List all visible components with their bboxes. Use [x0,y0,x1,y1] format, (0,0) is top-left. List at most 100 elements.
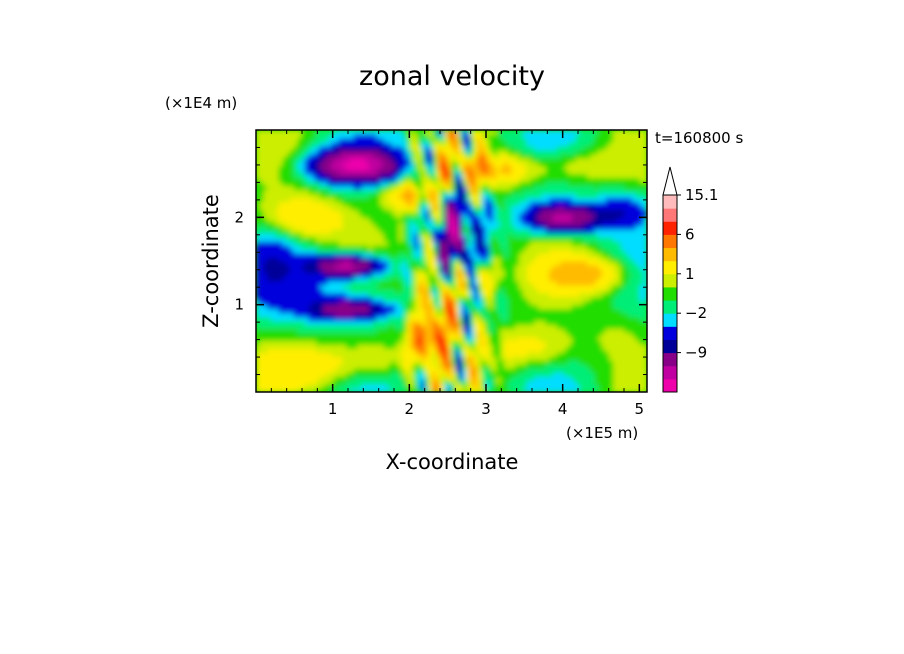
field-cell [436,380,441,385]
field-cell [308,257,313,262]
field-cell [455,316,460,322]
field-cell [398,153,404,159]
field-cell [526,193,532,199]
field-cell [410,137,415,143]
field-cell [526,264,532,270]
field-cell [459,193,464,199]
field-cell [331,205,336,210]
field-cell [489,173,494,179]
field-cell [256,137,261,143]
field-cell [421,169,426,175]
field-cell [334,257,340,262]
field-cell [398,209,404,214]
field-cell [402,328,407,334]
field-cell [459,213,464,218]
field-cell [312,364,317,369]
field-cell [263,253,268,258]
field-cell [425,288,430,294]
field-cell [507,292,513,298]
field-cell [334,173,340,179]
field-cell [507,173,513,179]
field-cell [534,276,539,282]
field-cell [304,304,310,310]
field-cell [459,189,464,195]
field-cell [507,213,513,218]
field-cell [361,316,366,322]
field-cell [417,312,423,318]
field-cell [432,316,438,322]
field-cell [522,245,528,250]
field-cell [530,308,535,314]
field-cell [398,145,404,151]
field-cell [492,181,498,187]
field-cell [504,201,509,207]
field-cell [331,161,336,167]
field-cell [331,209,336,214]
field-cell [470,308,475,314]
field-cell [267,356,272,361]
field-cell [410,145,415,151]
field-cell [289,332,295,338]
field-cell [485,189,490,195]
field-cell [462,225,468,230]
field-cell [470,384,475,389]
field-cell [417,141,423,147]
field-cell [519,324,524,330]
field-cell [500,372,505,377]
field-cell [353,189,359,195]
field-cell [312,312,317,318]
field-cell [383,141,389,147]
field-cell [443,364,449,369]
field-cell [466,137,471,143]
field-cell [319,169,325,175]
field-cell [383,185,389,191]
field-cell [530,221,535,226]
field-cell [301,213,306,218]
field-cell [368,233,374,238]
field-cell [519,320,524,326]
field-cell [481,181,486,187]
field-cell [256,157,261,163]
field-cell [436,336,441,341]
field-cell [323,253,329,258]
field-cell [368,130,374,135]
field-cell [421,296,426,302]
field-cell [526,173,532,179]
field-cell [368,133,374,139]
field-cell [500,225,505,230]
field-cell [278,296,283,302]
field-cell [301,388,306,392]
field-cell [263,161,268,167]
field-cell [331,304,336,310]
field-cell [263,153,268,159]
field-cell [327,352,332,357]
field-cell [357,185,362,191]
field-cell [447,249,453,254]
field-cell [436,364,441,369]
field-cell [387,221,392,226]
field-cell [395,348,400,353]
field-cell [507,217,513,222]
field-cell [278,149,283,155]
field-cell [410,356,415,361]
field-cell [474,380,479,385]
field-cell [534,197,539,203]
field-cell [368,153,374,159]
field-cell [256,201,261,207]
field-cell [455,268,460,274]
field-cell [398,264,404,270]
field-cell [297,253,302,258]
field-cell [365,352,370,357]
field-cell [451,352,456,357]
field-cell [507,253,513,258]
field-cell [526,157,532,163]
field-cell [293,193,298,199]
field-cell [496,284,501,290]
field-cell [455,324,460,330]
field-cell [481,328,486,334]
field-cell [256,165,261,171]
field-cell [319,372,325,377]
field-cell [474,324,479,330]
field-cell [402,181,407,187]
